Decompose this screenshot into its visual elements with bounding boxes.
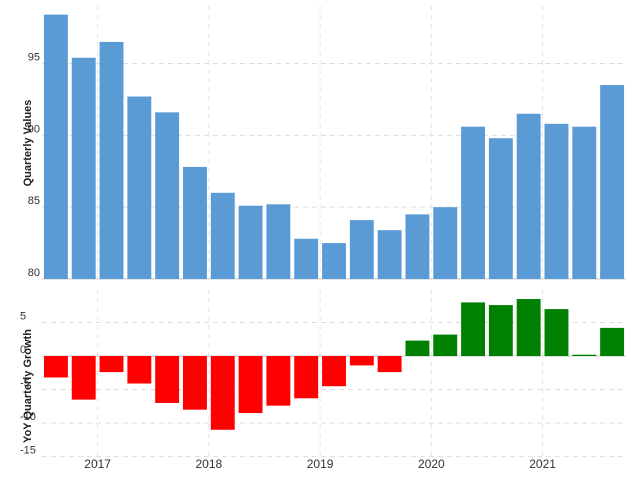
bottom-bar-2017-Q1 [99, 356, 124, 373]
x-tick-2021: 2021 [529, 457, 556, 471]
x-tick-2018: 2018 [196, 457, 223, 471]
bottom-bar-2021-Q1 [544, 309, 569, 357]
x-gridlines [97, 6, 544, 470]
top-bar-2021-Q2 [572, 126, 597, 280]
top-bar-2018-Q4 [294, 238, 319, 279]
bottom-y-tick-5: 5 [20, 311, 26, 323]
bottom-bar-2017-Q2 [127, 356, 152, 384]
bottom-bar-2020-Q1 [433, 334, 458, 357]
bottom-bar-2018-Q2 [238, 356, 263, 414]
top-bar-2016-Q4 [71, 57, 96, 279]
top-bar-2017-Q1 [99, 41, 124, 279]
bottom-panel-y-axis-title: YoY Quarterly Growth [22, 329, 34, 443]
bottom-bar-2021-Q2 [572, 354, 597, 357]
bottom-bar-2019-Q1 [322, 356, 346, 387]
top-bar-2018-Q1 [210, 192, 235, 279]
bottom-bar-2020-Q3 [488, 305, 513, 357]
bottom-bar-2016-Q4 [71, 356, 96, 400]
top-y-tick-85: 85 [28, 195, 40, 207]
top-bar-2017-Q3 [155, 112, 180, 279]
top-bar-2021-Q1 [544, 123, 569, 280]
bottom-bar-2019-Q3 [377, 356, 402, 373]
top-panel-y-tick-labels: 80 85 90 95 [28, 51, 40, 279]
bottom-panel-bars [43, 299, 625, 430]
bottom-bar-2016-Q3 [43, 356, 68, 378]
top-bar-2017-Q2 [127, 96, 152, 279]
top-bar-2021-Q3 [600, 85, 625, 280]
bottom-bar-2020-Q4 [516, 299, 541, 357]
top-bar-2020-Q2 [461, 126, 486, 280]
top-panel-bars [43, 14, 625, 280]
bottom-bar-2018-Q4 [294, 356, 319, 399]
bottom-bar-2018-Q3 [266, 356, 291, 406]
top-bar-2017-Q4 [182, 166, 207, 279]
bottom-bar-2019-Q4 [405, 340, 430, 357]
top-bar-2019-Q1 [322, 243, 346, 279]
top-bar-2020-Q3 [488, 138, 513, 279]
top-bar-2016-Q3 [43, 14, 68, 279]
top-y-tick-90: 90 [28, 123, 40, 135]
x-tick-2017: 2017 [84, 457, 111, 471]
bottom-bar-2019-Q2 [349, 356, 374, 366]
top-bar-2019-Q3 [377, 230, 402, 279]
top-bar-2018-Q2 [238, 205, 263, 279]
bottom-y-tick-0: 0 [20, 344, 26, 356]
top-y-tick-80: 80 [28, 267, 40, 279]
top-bar-2019-Q4 [405, 214, 430, 279]
x-tick-2019: 2019 [307, 457, 334, 471]
bottom-bar-2017-Q4 [182, 356, 207, 410]
bottom-bar-2017-Q3 [155, 356, 180, 403]
bottom-y-tick--5: -5 [20, 378, 30, 390]
x-tick-2020: 2020 [418, 457, 445, 471]
bottom-y-tick--15: -15 [20, 445, 36, 457]
top-bar-2020-Q1 [433, 207, 458, 279]
top-bar-2020-Q4 [516, 113, 541, 280]
top-bar-2019-Q2 [349, 220, 374, 279]
top-panel-y-axis-title: Quarterly Values [22, 100, 34, 187]
bottom-bar-2020-Q2 [461, 302, 486, 357]
top-y-tick-95: 95 [28, 51, 40, 63]
bottom-panel-y-tick-labels: -15 -10 -5 0 5 [20, 311, 36, 457]
top-bar-2018-Q3 [266, 204, 291, 279]
x-tick-labels: 2017 2018 2019 2020 2021 [84, 457, 556, 471]
bottom-y-tick--10: -10 [20, 411, 36, 423]
bottom-bar-2018-Q1 [210, 356, 235, 430]
bottom-bar-2021-Q3 [600, 327, 625, 357]
